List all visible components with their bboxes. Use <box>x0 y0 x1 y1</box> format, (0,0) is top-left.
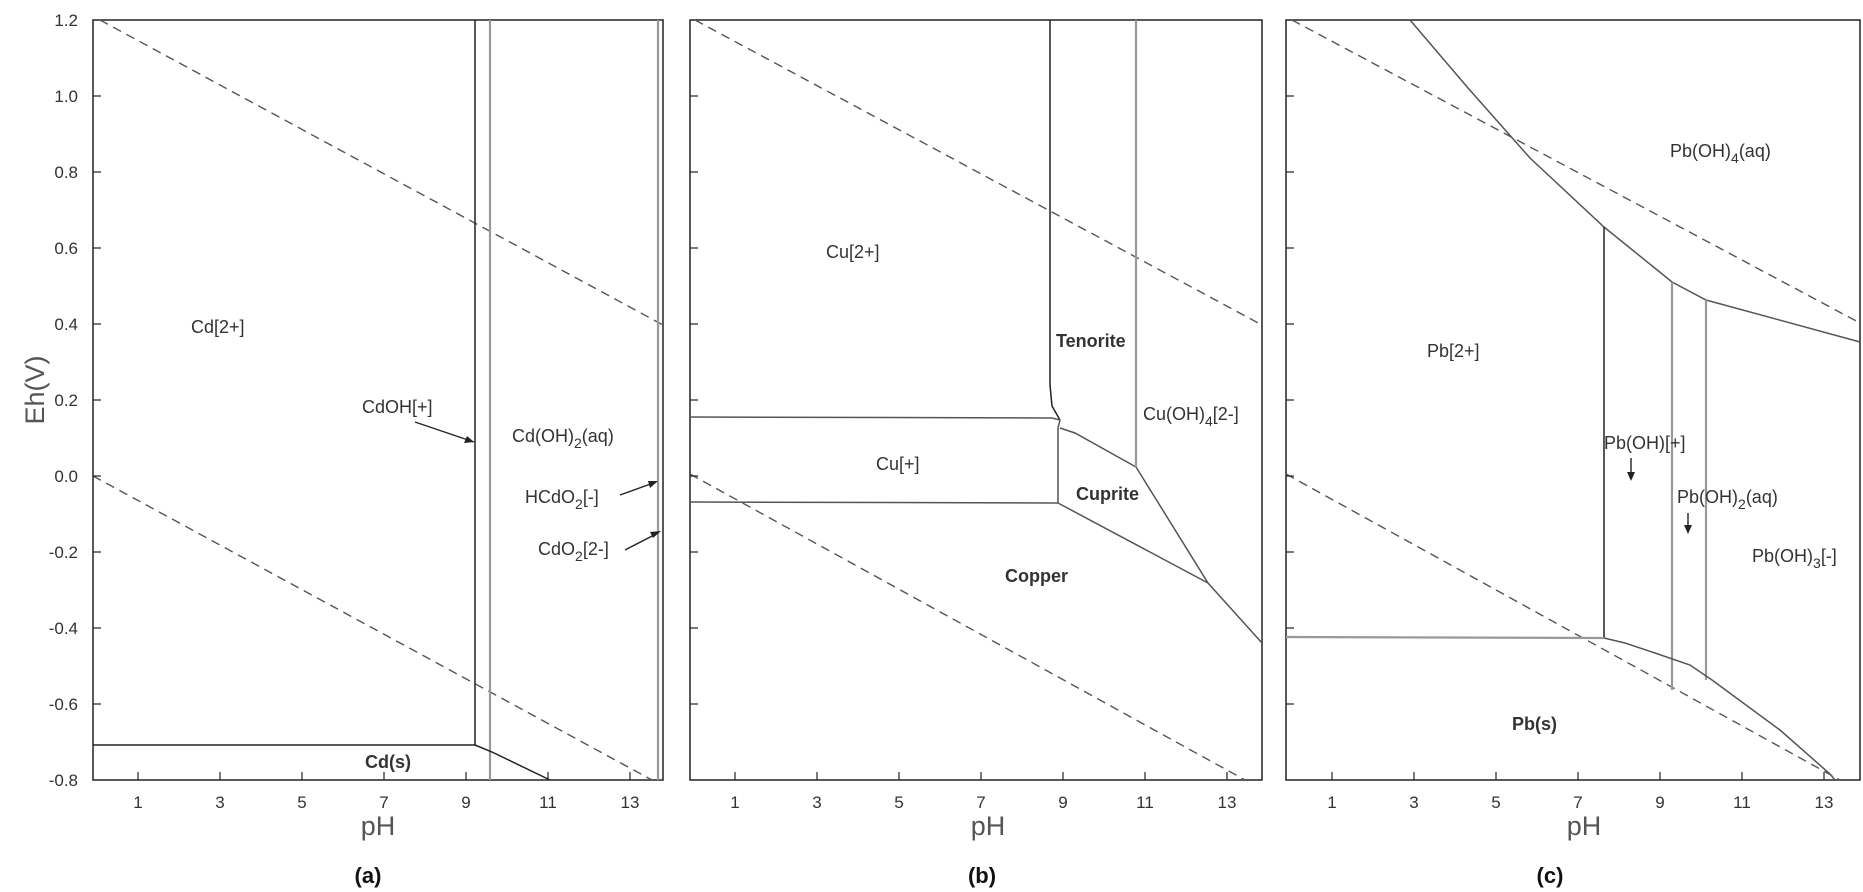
x-tick-label: 3 <box>1409 793 1418 812</box>
x-tick-label: 3 <box>812 793 821 812</box>
arrow-cdoh <box>414 421 475 443</box>
x-tick-label: 11 <box>1136 793 1154 812</box>
boundary-pb2-pbs <box>1285 635 1605 640</box>
arrow-head <box>648 481 658 488</box>
arrow-head <box>1627 472 1635 481</box>
y-tick-label: -0.4 <box>49 619 78 638</box>
x-tick-label: 13 <box>1815 793 1834 812</box>
x-tick-label: 7 <box>379 793 388 812</box>
y-tick-label: 0.2 <box>54 391 78 410</box>
region-label-cdoh: CdOH[+] <box>362 397 433 417</box>
x-tick-label: 3 <box>215 793 224 812</box>
y-tick-label: -0.8 <box>49 771 78 790</box>
region-label-pbs: Pb(s) <box>1512 714 1557 734</box>
arrow-head <box>464 436 474 443</box>
water-lower-line <box>1285 473 1841 781</box>
region-label-copper: Copper <box>1005 566 1068 586</box>
boundary-pb2-pboh4 <box>1409 19 1861 343</box>
x-tick-label: 9 <box>1058 793 1067 812</box>
boundary-cuprite-left <box>1057 419 1061 503</box>
panel-label: (a) <box>355 863 382 888</box>
region-label-pboh3: Pb(OH)3[-] <box>1752 546 1837 571</box>
water-upper-line <box>694 19 1263 326</box>
region-label-cdo2: CdO2[2-] <box>538 539 609 564</box>
x-tick-label: 9 <box>461 793 470 812</box>
region-label-cuoh4: Cu(OH)4[2-] <box>1143 404 1239 429</box>
arrow-head <box>650 531 661 538</box>
boundary-cds-oxide <box>474 744 551 781</box>
x-tick-label: 7 <box>976 793 985 812</box>
panel-label: (c) <box>1537 863 1564 888</box>
axis-ticks <box>690 95 1228 780</box>
x-tick-label: 13 <box>1218 793 1237 812</box>
panel-c: 1 3 5 7 9 11 13 pH (c) Pb(OH)4(aq) Pb[2+… <box>1285 19 1861 888</box>
panel-label: (b) <box>968 863 996 888</box>
x-tick-label: 1 <box>730 793 739 812</box>
panel-a: 1 3 5 7 9 11 13 pH (a) Cd[2+] CdOH[+] Cd… <box>92 19 664 888</box>
region-label-cdoh2: Cd(OH)2(aq) <box>512 426 614 451</box>
x-tick-label: 13 <box>621 793 640 812</box>
y-tick-label: -0.2 <box>49 543 78 562</box>
region-label-pb2: Pb[2+] <box>1427 341 1480 361</box>
x-axis-title: pH <box>1567 811 1602 841</box>
boundary-cuprite-copper <box>1057 502 1209 584</box>
x-tick-label: 5 <box>297 793 306 812</box>
x-tick-labels: 1 3 5 7 9 11 13 <box>133 793 639 812</box>
region-label-cds: Cd(s) <box>365 752 411 772</box>
plot-frame <box>1285 19 1861 781</box>
region-label-cu2: Cu[2+] <box>826 242 880 262</box>
region-label-tenorite: Tenorite <box>1056 331 1126 351</box>
water-lower-line <box>689 473 1246 781</box>
y-tick-label: 1.0 <box>54 87 78 106</box>
region-label-cuprite: Cuprite <box>1076 484 1139 504</box>
water-lower-line <box>92 475 653 781</box>
region-label-cu1: Cu[+] <box>876 454 920 474</box>
water-upper-line <box>1291 19 1861 324</box>
axis-ticks <box>93 95 631 780</box>
region-label-pboh2: Pb(OH)2(aq) <box>1677 487 1778 512</box>
panel-b: 1 3 5 7 9 11 13 pH (b) Cu[2+] Tenorite C… <box>689 19 1263 888</box>
y-tick-label: 0.8 <box>54 163 78 182</box>
x-tick-label: 7 <box>1573 793 1582 812</box>
x-tick-labels: 1 3 5 7 9 11 13 <box>730 793 1236 812</box>
water-upper-line <box>99 19 664 326</box>
region-label-cd2: Cd[2+] <box>191 317 245 337</box>
x-tick-label: 11 <box>1733 793 1751 812</box>
plot-frame <box>689 19 1263 781</box>
x-tick-label: 5 <box>894 793 903 812</box>
y-tick-label: 0.4 <box>54 315 78 334</box>
boundary-tenorite-cuprite <box>1059 427 1137 468</box>
arrow-head <box>1684 525 1692 534</box>
region-label-pboh: Pb(OH)[+] <box>1604 433 1686 453</box>
x-axis-title: pH <box>971 811 1006 841</box>
y-axis-title: Eh(V) <box>20 355 50 424</box>
x-tick-label: 1 <box>133 793 142 812</box>
region-label-hcdo2: HCdO2[-] <box>525 487 599 512</box>
x-tick-label: 5 <box>1491 793 1500 812</box>
y-tick-label: 1.2 <box>54 11 78 30</box>
x-tick-label: 11 <box>539 793 557 812</box>
x-tick-labels: 1 3 5 7 9 11 13 <box>1327 793 1833 812</box>
x-axis-title: pH <box>361 811 396 841</box>
y-tick-label: 0.0 <box>54 467 78 486</box>
y-tick-labels: 1.2 1.0 0.8 0.6 0.4 0.2 0.0 -0.2 -0.4 -0… <box>49 11 78 790</box>
x-tick-label: 9 <box>1655 793 1664 812</box>
boundary-cu2-cu1 <box>689 416 1061 421</box>
boundary-cu2-tenorite <box>1049 20 1061 421</box>
axis-ticks <box>1286 95 1825 780</box>
region-label-pboh4: Pb(OH)4(aq) <box>1670 141 1771 166</box>
y-tick-label: -0.6 <box>49 695 78 714</box>
x-tick-label: 1 <box>1327 793 1336 812</box>
y-tick-label: 0.6 <box>54 239 78 258</box>
boundary-cu1-copper <box>689 501 1059 504</box>
boundary-pbs-oxide <box>1603 637 1836 781</box>
